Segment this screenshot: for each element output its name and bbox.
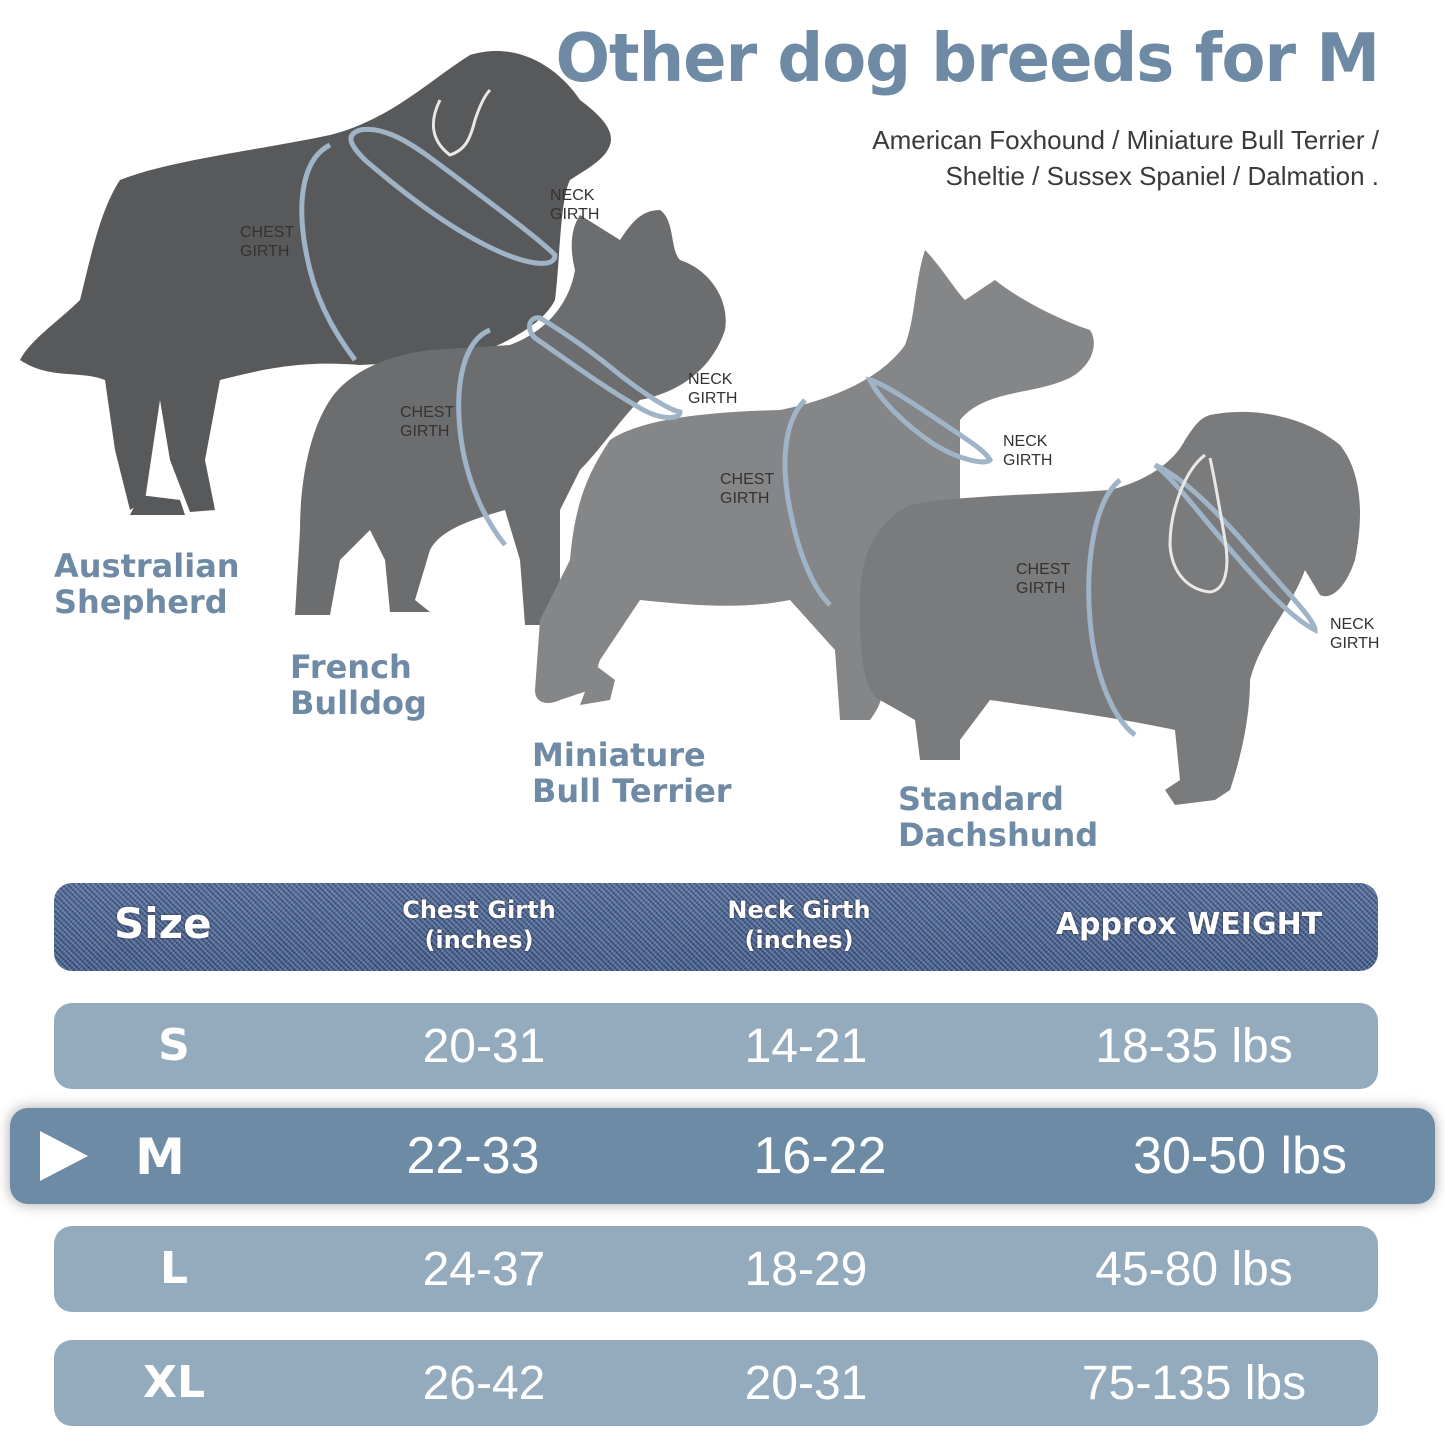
chest-cell: 22-33 (406, 1127, 540, 1185)
terrier-neck-label: NECK GIRTH (1003, 433, 1053, 469)
header-neck-girth: Neck Girth (inches) (727, 896, 871, 954)
neck-cell: 18-29 (744, 1243, 868, 1296)
neck-cell: 16-22 (753, 1127, 887, 1185)
dachshund-chest-ring (1086, 478, 1137, 737)
size-row-m-selected: M 22-33 16-22 30-50 lbs (10, 1108, 1435, 1204)
shepherd-chest-ring (299, 142, 358, 362)
breed-list-line-1: American Foxhound / Miniature Bull Terri… (872, 125, 1379, 155)
breed-name-australian-shepherd: Australian Shepherd (54, 547, 240, 621)
breed-name-standard-dachshund: Standard Dachshund (898, 780, 1099, 854)
weight-cell: 45-80 lbs (1095, 1243, 1293, 1296)
bulldog-neck-ring (527, 315, 683, 420)
breed-list-line-2: Sheltie / Sussex Spaniel / Dalmation . (945, 161, 1379, 191)
size-cell: M (135, 1128, 185, 1186)
weight-cell: 18-35 lbs (1095, 1020, 1293, 1073)
neck-cell: 20-31 (744, 1357, 868, 1410)
bulldog-chest-ring (456, 327, 507, 547)
dachshund-ear-outline (1168, 453, 1229, 594)
play-icon (40, 1131, 88, 1181)
bulldog-neck-label: NECK GIRTH (688, 371, 738, 407)
neck-cell: 14-21 (744, 1020, 868, 1073)
dog-illustrations (20, 51, 1360, 805)
size-cell: L (159, 1243, 189, 1294)
miniature-bull-terrier-silhouette (535, 250, 1094, 720)
header-approx-weight: Approx WEIGHT (1055, 907, 1323, 942)
terrier-chest-label: CHEST GIRTH (720, 471, 775, 507)
shepherd-chest-label: CHEST GIRTH (240, 224, 295, 260)
terrier-neck-ring (865, 376, 994, 465)
bulldog-chest-label: CHEST GIRTH (400, 404, 455, 440)
size-cell: XL (143, 1357, 205, 1408)
girth-rings (299, 126, 1318, 737)
breed-name-miniature-bull-terrier: Miniature Bull Terrier (532, 736, 732, 810)
chest-cell: 20-31 (422, 1020, 546, 1073)
standard-dachshund-silhouette (860, 411, 1360, 805)
size-row-xl: XL 26-42 20-31 75-135 lbs (54, 1340, 1378, 1426)
terrier-chest-ring (782, 398, 832, 607)
shepherd-neck-label: NECK GIRTH (550, 187, 600, 223)
breed-name-french-bulldog: French Bulldog (290, 648, 427, 722)
dachshund-chest-label: CHEST GIRTH (1016, 561, 1071, 597)
header-size: Size (114, 899, 212, 948)
size-table-header: Size Chest Girth (inches) Neck Girth (in… (54, 883, 1378, 971)
dachshund-neck-label: NECK GIRTH (1330, 616, 1380, 652)
french-bulldog-silhouette (295, 210, 726, 625)
shepherd-ear-outline (431, 88, 492, 157)
size-row-l: L 24-37 18-29 45-80 lbs (54, 1226, 1378, 1312)
chest-cell: 24-37 (422, 1243, 546, 1296)
size-row-s: S 20-31 14-21 18-35 lbs (54, 1003, 1378, 1089)
weight-cell: 30-50 lbs (1133, 1127, 1347, 1185)
header-chest-girth: Chest Girth (inches) (402, 896, 556, 954)
page-title: Other dog breeds for M (555, 20, 1380, 98)
breed-list: American Foxhound / Miniature Bull Terri… (872, 122, 1379, 194)
dachshund-neck-ring (1153, 462, 1318, 635)
shepherd-neck-ring (348, 126, 558, 266)
weight-cell: 75-135 lbs (1081, 1357, 1307, 1410)
size-cell: S (158, 1020, 190, 1071)
chest-cell: 26-42 (422, 1357, 546, 1410)
